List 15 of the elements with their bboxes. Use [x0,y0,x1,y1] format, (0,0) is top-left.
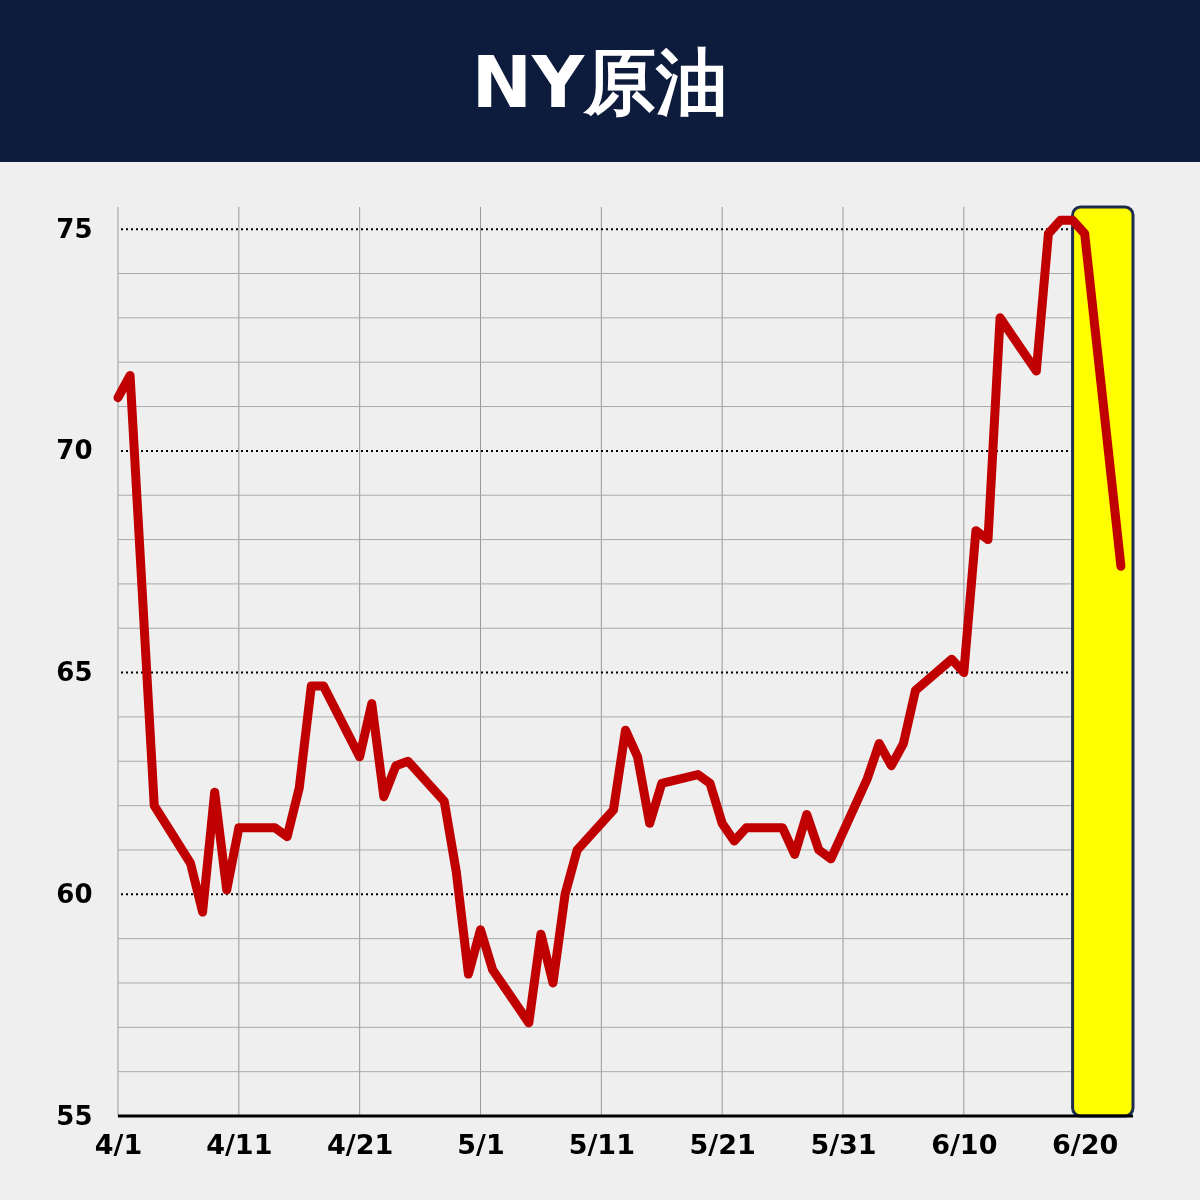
y-tick-label: 70 [56,435,93,466]
chart-title: NY原油 [471,40,729,124]
y-tick-label: 65 [56,657,93,688]
x-tick-label: 5/31 [810,1128,877,1160]
x-tick-label: 5/1 [457,1128,505,1160]
y-tick-label: 60 [56,878,93,909]
x-tick-label: 5/21 [689,1128,756,1160]
y-tick-label: 75 [56,213,93,244]
x-tick-label: 4/11 [206,1128,273,1160]
y-tick-label: 55 [56,1100,93,1131]
x-tick-label: 4/1 [94,1128,143,1160]
x-tick-label: 5/11 [568,1128,635,1160]
x-tick-label: 6/20 [1052,1128,1119,1160]
x-tick-label: 4/21 [327,1128,394,1160]
x-tick-label: 6/10 [931,1128,998,1160]
